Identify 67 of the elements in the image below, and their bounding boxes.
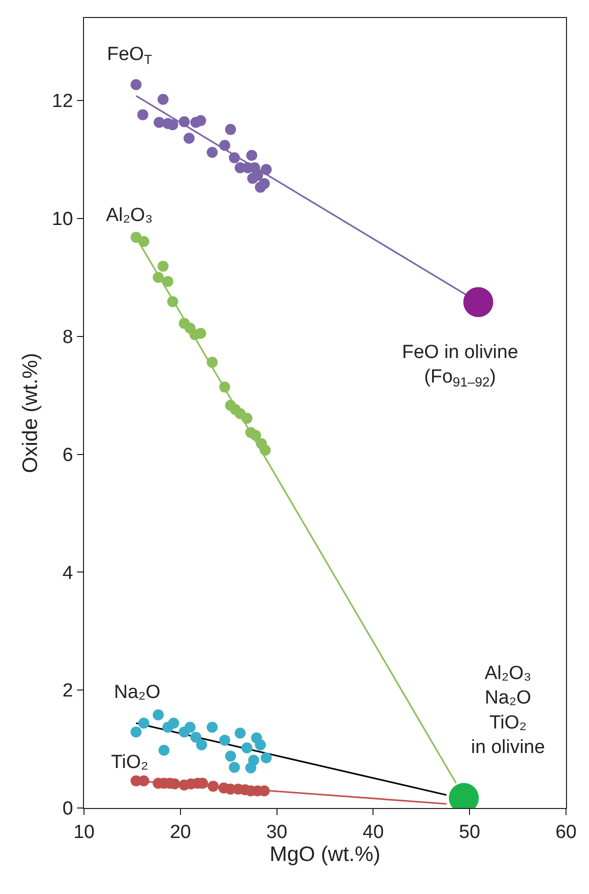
point [241, 742, 252, 754]
x-tick-label: 50 [459, 822, 480, 843]
point [219, 734, 230, 746]
point [225, 750, 236, 762]
point [225, 124, 236, 135]
point [190, 732, 202, 743]
point [158, 94, 169, 105]
point [130, 726, 142, 738]
annotation: Na₂O [114, 682, 160, 703]
point [228, 762, 240, 773]
point [184, 722, 196, 733]
point [137, 109, 148, 120]
point [138, 775, 150, 786]
point [246, 150, 258, 161]
point [260, 752, 272, 764]
point [168, 718, 180, 729]
y-tick-label: 8 [62, 327, 74, 348]
point [206, 356, 218, 368]
point [234, 728, 246, 739]
x-tick-label: 30 [266, 822, 288, 843]
point [260, 164, 272, 176]
point [219, 382, 230, 393]
y-axis-title: Oxide (wt.%) [19, 352, 42, 474]
y-tick-label: 10 [52, 209, 74, 230]
point [196, 739, 208, 750]
point [167, 119, 178, 130]
y-tick-label: 6 [62, 444, 74, 466]
x-axis-title: MgO (wt.%) [270, 843, 380, 866]
point [184, 132, 195, 144]
y-tick-label: 2 [62, 680, 74, 702]
annotation: Al₂O₃ [106, 205, 153, 226]
point [138, 236, 150, 247]
y-tick-label: 12 [52, 91, 74, 112]
annotation: TiO₂ [111, 752, 148, 773]
point [154, 116, 165, 128]
point [206, 722, 218, 733]
point [195, 328, 206, 339]
point [158, 744, 170, 756]
point [152, 272, 164, 283]
x-tick-label: 20 [170, 822, 191, 843]
point [219, 140, 230, 151]
point [158, 260, 169, 272]
point [167, 296, 178, 308]
point [208, 780, 219, 792]
point [258, 178, 270, 190]
point [162, 276, 174, 288]
point [250, 430, 262, 441]
x-tick-label: 40 [362, 822, 384, 843]
point [152, 709, 164, 720]
point [178, 116, 190, 128]
annotation: FeO in olivine (Fo$_{91–92}$) [402, 342, 518, 390]
point [260, 444, 271, 456]
point [248, 754, 260, 766]
point [241, 412, 252, 424]
point [206, 146, 218, 158]
point [138, 718, 150, 729]
point [252, 170, 264, 181]
annotation: FeO$_{T}$ [107, 44, 152, 67]
y-tick-label: 4 [62, 562, 74, 584]
point [228, 152, 240, 164]
point [130, 79, 142, 90]
y-tick-label: 0 [62, 798, 74, 820]
point [195, 115, 206, 126]
point [463, 287, 494, 318]
x-tick-label: 60 [555, 822, 577, 843]
point [254, 739, 266, 750]
annotation: Al₂O₃ Na₂O TiO₂ in olivine [471, 663, 545, 758]
